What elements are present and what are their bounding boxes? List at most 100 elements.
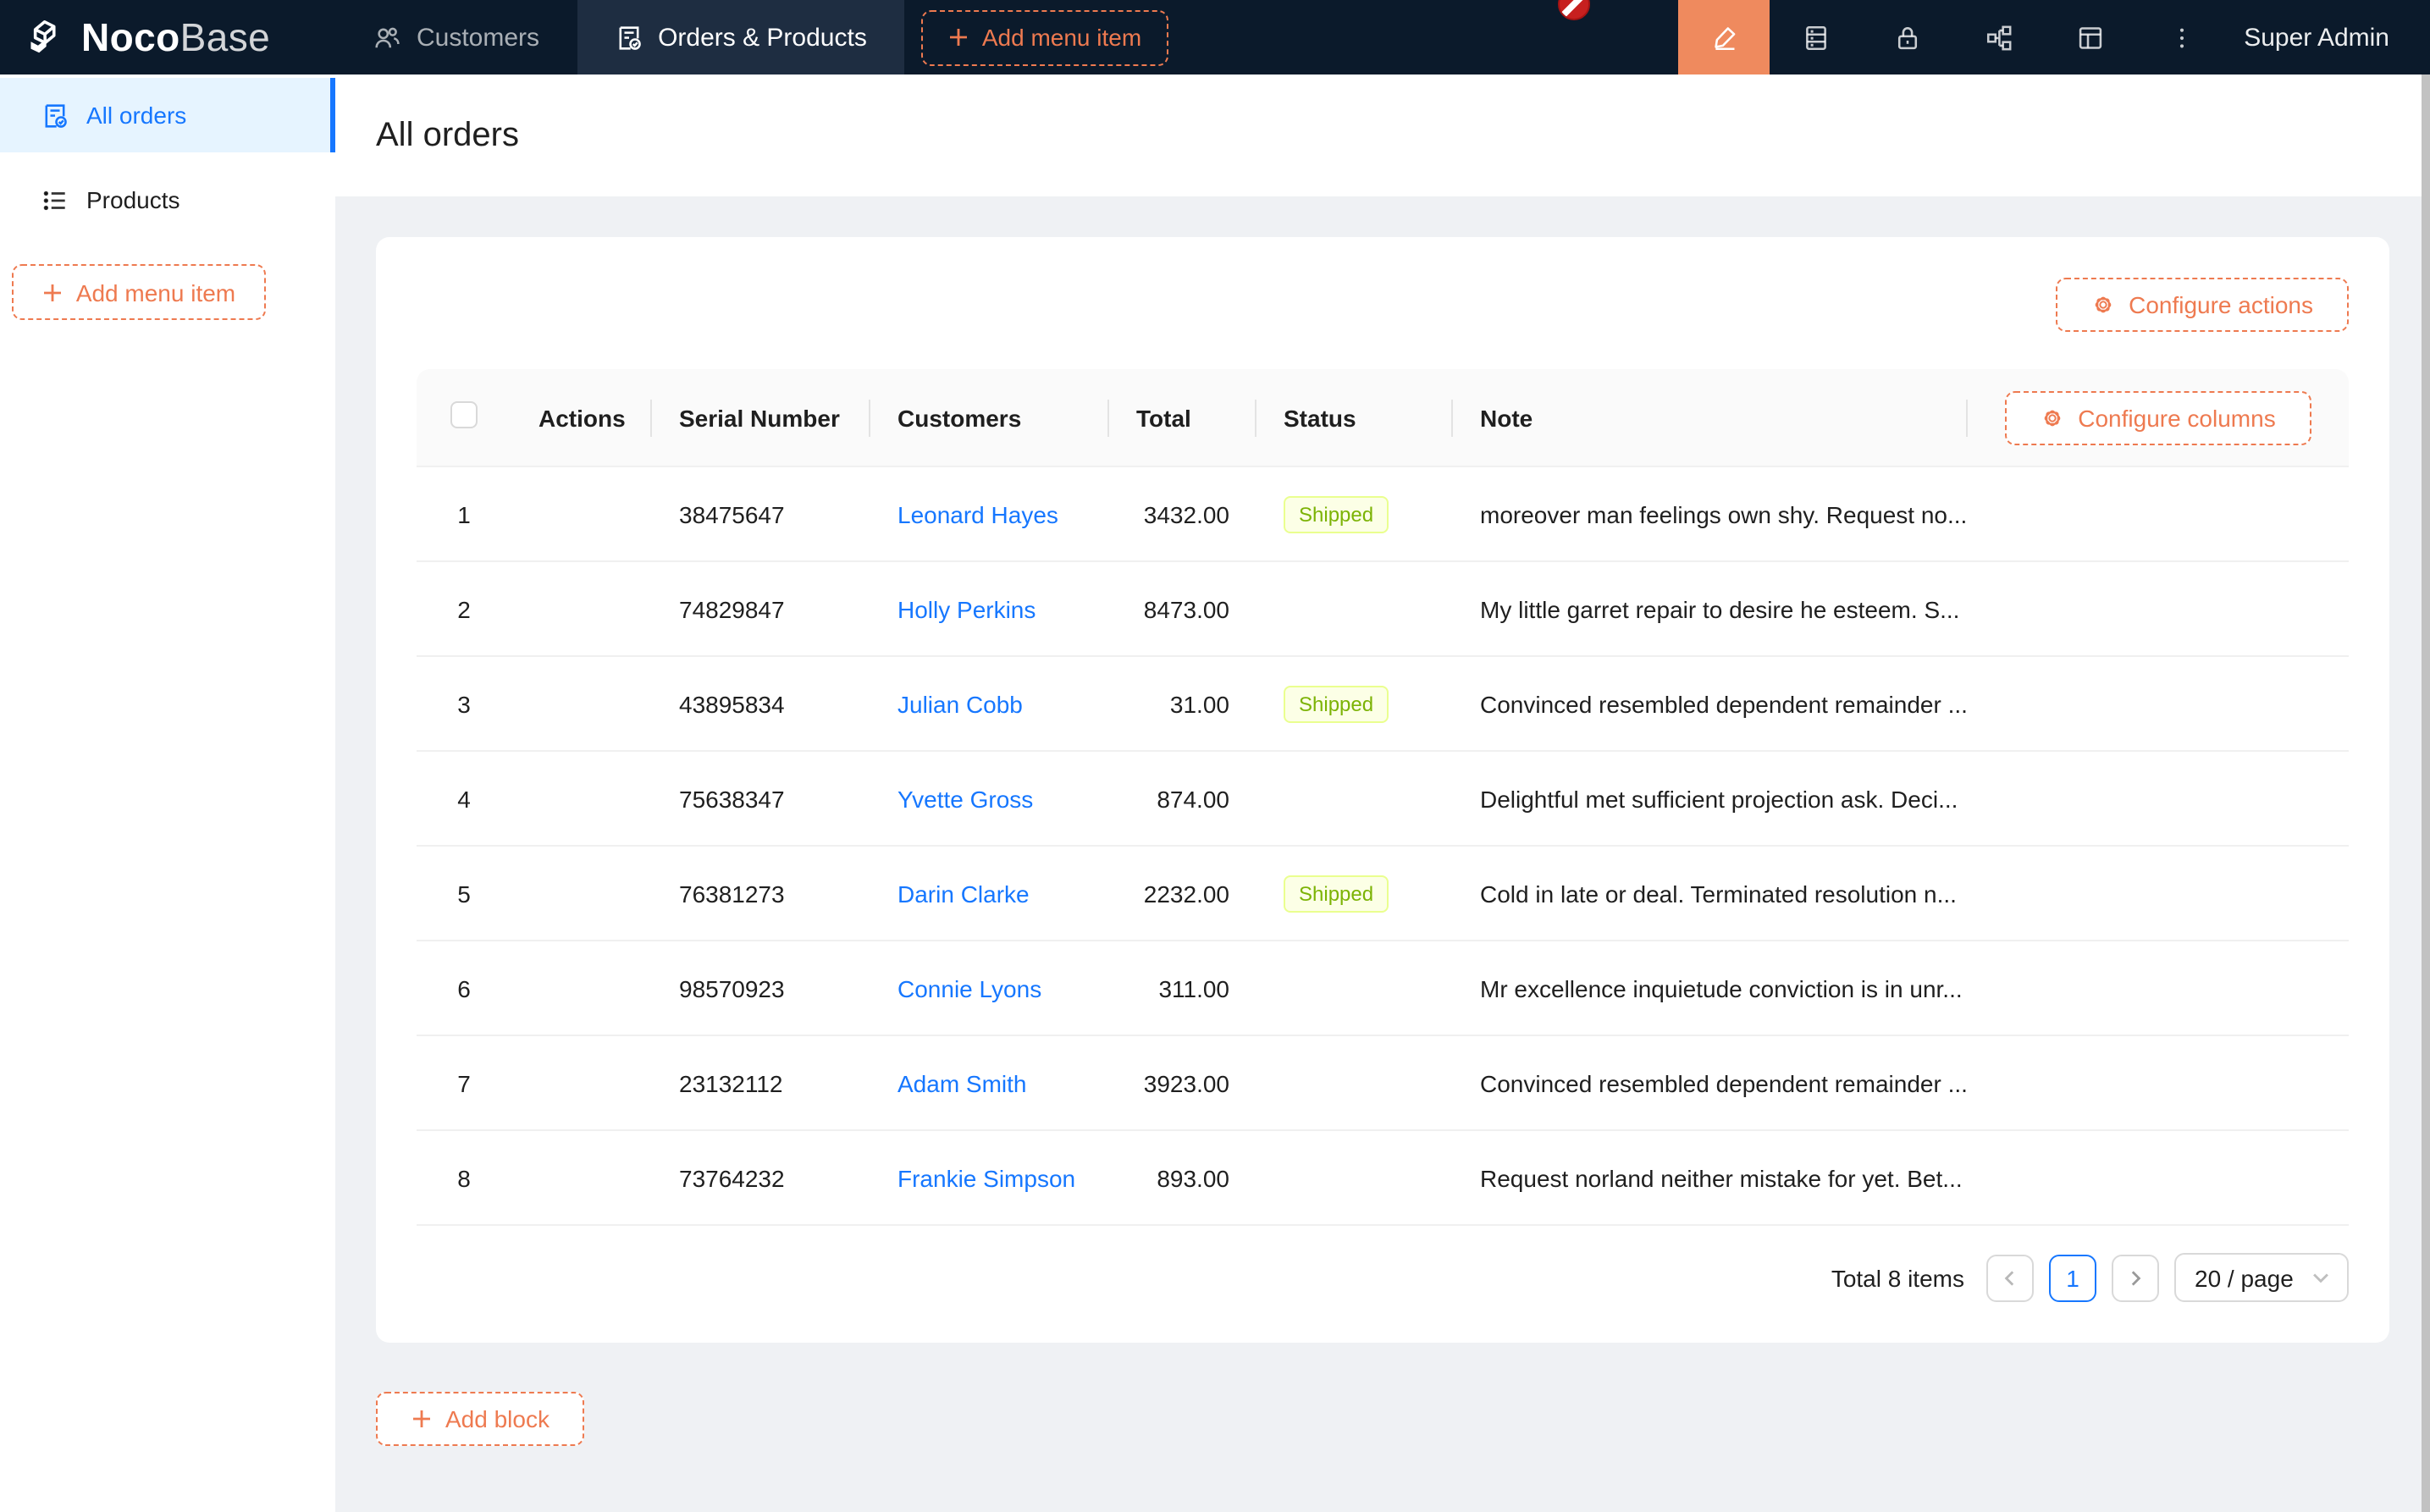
pagination-prev-button[interactable] bbox=[1986, 1254, 2034, 1301]
tab-label: Customers bbox=[417, 23, 539, 52]
table-row: 343895834Julian Cobb31.00ShippedConvince… bbox=[417, 657, 2349, 752]
row-index: 2 bbox=[417, 562, 511, 657]
customer-link[interactable]: Julian Cobb bbox=[897, 690, 1023, 717]
table-header-row: Actions Serial Number Customers Total St… bbox=[417, 369, 2349, 467]
serial-number-cell: 73764232 bbox=[652, 1131, 870, 1226]
nocobase-logo-icon bbox=[24, 15, 68, 59]
top-navbar: NocoBase Customers bbox=[0, 0, 2430, 74]
pagination-next-button[interactable] bbox=[2112, 1254, 2159, 1301]
status-cell bbox=[1256, 752, 1453, 847]
orders-table-body: 138475647Leonard Hayes3432.00Shippedmore… bbox=[417, 467, 2349, 1226]
serial-number-cell: 43895834 bbox=[652, 657, 870, 752]
note-cell: Request norland neither mistake for yet.… bbox=[1453, 1131, 1968, 1226]
customer-cell: Yvette Gross bbox=[870, 752, 1109, 847]
customer-cell: Frankie Simpson bbox=[870, 1131, 1109, 1226]
lock-icon[interactable] bbox=[1861, 0, 1952, 74]
vertical-scrollbar[interactable] bbox=[2422, 74, 2430, 1512]
brand-name: NocoBase bbox=[81, 14, 270, 60]
row-config-cell bbox=[1968, 752, 2349, 847]
configure-actions-button[interactable]: Configure actions bbox=[2056, 278, 2349, 332]
row-index: 7 bbox=[417, 1036, 511, 1131]
note-cell: Convinced resembled dependent remainder … bbox=[1453, 657, 1968, 752]
customer-cell: Leonard Hayes bbox=[870, 467, 1109, 562]
status-cell bbox=[1256, 941, 1453, 1036]
page-header: All orders bbox=[335, 74, 2430, 196]
add-menu-item-button-navbar[interactable]: Add menu item bbox=[921, 9, 1168, 65]
user-menu[interactable]: Super Admin bbox=[2227, 0, 2430, 74]
table-row: 723132112Adam Smith3923.00Convinced rese… bbox=[417, 1036, 2349, 1131]
row-index: 5 bbox=[417, 847, 511, 941]
serial-number-cell: 75638347 bbox=[652, 752, 870, 847]
not-allowed-cursor-icon bbox=[1558, 0, 1590, 20]
document-check-icon bbox=[41, 101, 69, 130]
select-all-checkbox[interactable] bbox=[450, 401, 478, 428]
total-cell: 893.00 bbox=[1109, 1131, 1256, 1226]
more-vertical-icon[interactable] bbox=[2135, 0, 2227, 74]
customer-link[interactable]: Frankie Simpson bbox=[897, 1164, 1075, 1191]
row-actions-cell bbox=[511, 1036, 652, 1131]
row-actions-cell bbox=[511, 562, 652, 657]
column-header-serial-number[interactable]: Serial Number bbox=[652, 369, 870, 467]
orders-table: Actions Serial Number Customers Total St… bbox=[417, 369, 2349, 1226]
sidebar: All orders Products Add menu item bbox=[0, 74, 335, 1512]
row-index: 1 bbox=[417, 467, 511, 562]
frame: All orders Products Add menu item bbox=[0, 74, 2430, 1512]
status-badge: Shipped bbox=[1284, 685, 1389, 722]
sidebar-item-label: Products bbox=[86, 186, 180, 213]
note-cell: My little garret repair to desire he est… bbox=[1453, 562, 1968, 657]
status-cell: Shipped bbox=[1256, 657, 1453, 752]
row-actions-cell bbox=[511, 752, 652, 847]
add-block-row: Add block bbox=[376, 1392, 2389, 1446]
customer-link[interactable]: Yvette Gross bbox=[897, 785, 1033, 812]
column-header-note[interactable]: Note bbox=[1453, 369, 1968, 467]
team-icon bbox=[373, 23, 401, 52]
configure-columns-button[interactable]: Configure columns bbox=[2005, 390, 2311, 444]
navbar-right-actions: Super Admin bbox=[1678, 0, 2430, 74]
plus-icon bbox=[411, 1409, 432, 1429]
serial-number-cell: 74829847 bbox=[652, 562, 870, 657]
layout-icon[interactable] bbox=[2044, 0, 2135, 74]
sidebar-item-products[interactable]: Products bbox=[0, 163, 335, 237]
total-cell: 31.00 bbox=[1109, 657, 1256, 752]
customer-link[interactable]: Holly Perkins bbox=[897, 595, 1036, 622]
row-config-cell bbox=[1968, 1131, 2349, 1226]
pagination-page-1[interactable]: 1 bbox=[2049, 1254, 2096, 1301]
highlight-icon bbox=[1709, 23, 1738, 52]
total-cell: 3432.00 bbox=[1109, 467, 1256, 562]
row-actions-cell bbox=[511, 847, 652, 941]
add-block-button[interactable]: Add block bbox=[376, 1392, 585, 1446]
customer-link[interactable]: Darin Clarke bbox=[897, 880, 1030, 907]
page-size-select[interactable]: 20 / page bbox=[2174, 1253, 2349, 1302]
sidebar-item-label: All orders bbox=[86, 102, 186, 129]
column-header-customers[interactable]: Customers bbox=[870, 369, 1109, 467]
status-cell: Shipped bbox=[1256, 467, 1453, 562]
partition-icon[interactable] bbox=[1952, 0, 2044, 74]
customer-link[interactable]: Leonard Hayes bbox=[897, 500, 1058, 527]
configure-columns-header-cell: Configure columns bbox=[1968, 369, 2349, 467]
column-header-status[interactable]: Status bbox=[1256, 369, 1453, 467]
orders-table-block: Configure actions bbox=[376, 237, 2389, 1343]
database-icon[interactable] bbox=[1770, 0, 1861, 74]
column-header-total[interactable]: Total bbox=[1109, 369, 1256, 467]
add-menu-item-button-sidebar[interactable]: Add menu item bbox=[12, 264, 266, 320]
status-badge: Shipped bbox=[1284, 495, 1389, 533]
customer-cell: Darin Clarke bbox=[870, 847, 1109, 941]
note-cell: Mr excellence inquietude conviction is i… bbox=[1453, 941, 1968, 1036]
customer-cell: Adam Smith bbox=[870, 1036, 1109, 1131]
customer-link[interactable]: Connie Lyons bbox=[897, 974, 1041, 1002]
column-header-actions[interactable]: Actions bbox=[511, 369, 652, 467]
table-row: 475638347Yvette Gross874.00Delightful me… bbox=[417, 752, 2349, 847]
unordered-list-icon bbox=[41, 185, 69, 214]
row-config-cell bbox=[1968, 467, 2349, 562]
page-content: Configure actions bbox=[335, 196, 2430, 1512]
status-cell bbox=[1256, 1036, 1453, 1131]
ui-editor-button[interactable] bbox=[1678, 0, 1770, 74]
customer-link[interactable]: Adam Smith bbox=[897, 1069, 1027, 1096]
tab-customers[interactable]: Customers bbox=[335, 0, 577, 74]
gear-icon bbox=[2041, 406, 2064, 429]
table-row: 576381273Darin Clarke2232.00ShippedCold … bbox=[417, 847, 2349, 941]
sidebar-item-all-orders[interactable]: All orders bbox=[0, 78, 335, 152]
pagination-total: Total 8 items bbox=[1831, 1264, 1964, 1291]
tab-orders-products[interactable]: Orders & Products bbox=[577, 0, 904, 74]
brand[interactable]: NocoBase bbox=[0, 0, 335, 74]
